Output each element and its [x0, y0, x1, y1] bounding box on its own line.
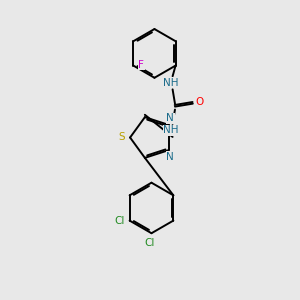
Text: N: N — [167, 152, 174, 162]
Text: Cl: Cl — [145, 238, 155, 248]
Text: NH: NH — [164, 78, 179, 88]
Text: F: F — [138, 60, 144, 70]
Text: NH: NH — [164, 125, 179, 135]
Text: Cl: Cl — [114, 216, 124, 226]
Text: S: S — [118, 132, 125, 142]
Text: N: N — [167, 113, 174, 123]
Text: O: O — [196, 97, 204, 107]
